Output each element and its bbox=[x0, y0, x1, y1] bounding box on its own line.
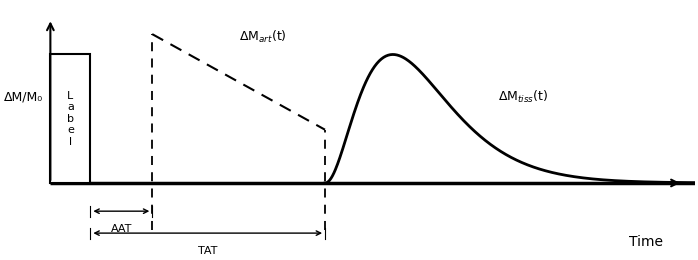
Text: AAT: AAT bbox=[111, 224, 132, 234]
Text: ΔM$_{tiss}$(t): ΔM$_{tiss}$(t) bbox=[498, 89, 548, 105]
Text: ΔM$_{art}$(t): ΔM$_{art}$(t) bbox=[239, 29, 286, 45]
Text: TAT: TAT bbox=[198, 246, 217, 256]
Text: L
a
b
e
l: L a b e l bbox=[67, 90, 74, 147]
Bar bbox=[50, 55, 91, 183]
Text: Time: Time bbox=[629, 235, 663, 249]
Text: ΔM/M₀: ΔM/M₀ bbox=[4, 90, 43, 103]
